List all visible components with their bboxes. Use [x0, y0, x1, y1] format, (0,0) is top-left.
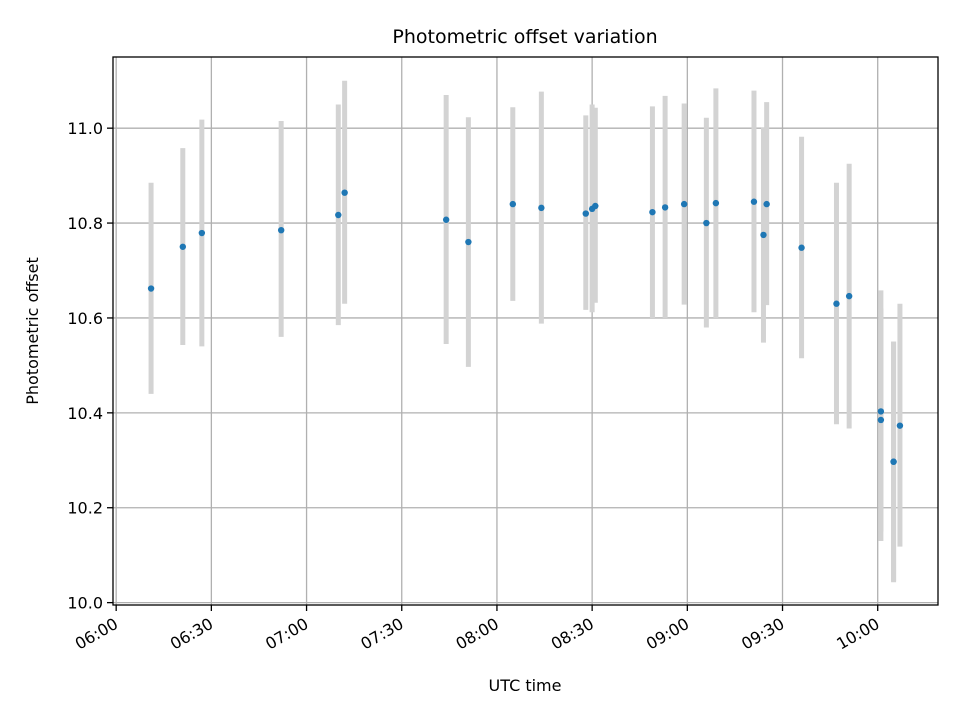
x-tick-label: 06:30	[167, 614, 216, 654]
y-tick-label: 10.8	[67, 214, 103, 233]
data-point	[890, 458, 897, 465]
data-point	[845, 292, 853, 300]
x-tick-label: 08:00	[453, 614, 502, 654]
plot-area-frame	[112, 56, 939, 606]
chart-title: Photometric offset variation	[392, 26, 657, 48]
x-tick-label: 07:30	[357, 614, 406, 654]
y-tick-label: 10.0	[67, 594, 103, 613]
data-point	[538, 204, 545, 212]
y-axis-label: Photometric offset	[23, 257, 42, 405]
data-point	[833, 300, 840, 307]
data-point	[465, 238, 472, 246]
data-point	[442, 216, 450, 223]
data-point	[198, 229, 206, 237]
data-point	[179, 243, 187, 250]
data-point	[896, 422, 904, 429]
data-point	[798, 244, 805, 251]
data-point	[877, 416, 885, 424]
data-point	[712, 199, 720, 207]
data-point	[582, 210, 589, 217]
x-tick-label: 10:00	[833, 614, 882, 654]
error-bars	[148, 80, 903, 583]
x-tick-label: 09:00	[643, 614, 692, 654]
data-point	[763, 200, 770, 208]
x-tick-label: 09:30	[738, 614, 787, 654]
y-tick-label: 11.0	[67, 119, 103, 138]
data-point	[877, 408, 885, 415]
y-tick-label: 10.2	[67, 499, 103, 518]
x-tick-label: 07:00	[262, 614, 311, 654]
data-point	[661, 204, 669, 211]
x-tick-label: 08:30	[548, 614, 597, 654]
data-point	[335, 211, 342, 219]
data-point	[649, 208, 656, 216]
grid	[113, 57, 938, 605]
data-point	[680, 200, 688, 208]
data-point	[760, 231, 767, 239]
data-point	[703, 219, 710, 227]
axis-ticks: 06:00 06:30 07:00 07:30 08:00 08:30 09:00 09:30…	[67, 119, 882, 653]
x-axis-label: UTC time	[489, 676, 562, 695]
data-point	[750, 198, 758, 205]
data-point	[147, 285, 155, 292]
data-point	[509, 200, 517, 208]
y-tick-label: 10.6	[67, 309, 103, 328]
y-tick-label: 10.4	[67, 404, 103, 423]
data-point	[592, 202, 599, 210]
data-point	[341, 189, 348, 196]
data-points	[147, 189, 904, 465]
x-tick-label: 06:00	[72, 614, 121, 654]
data-point	[277, 226, 285, 234]
